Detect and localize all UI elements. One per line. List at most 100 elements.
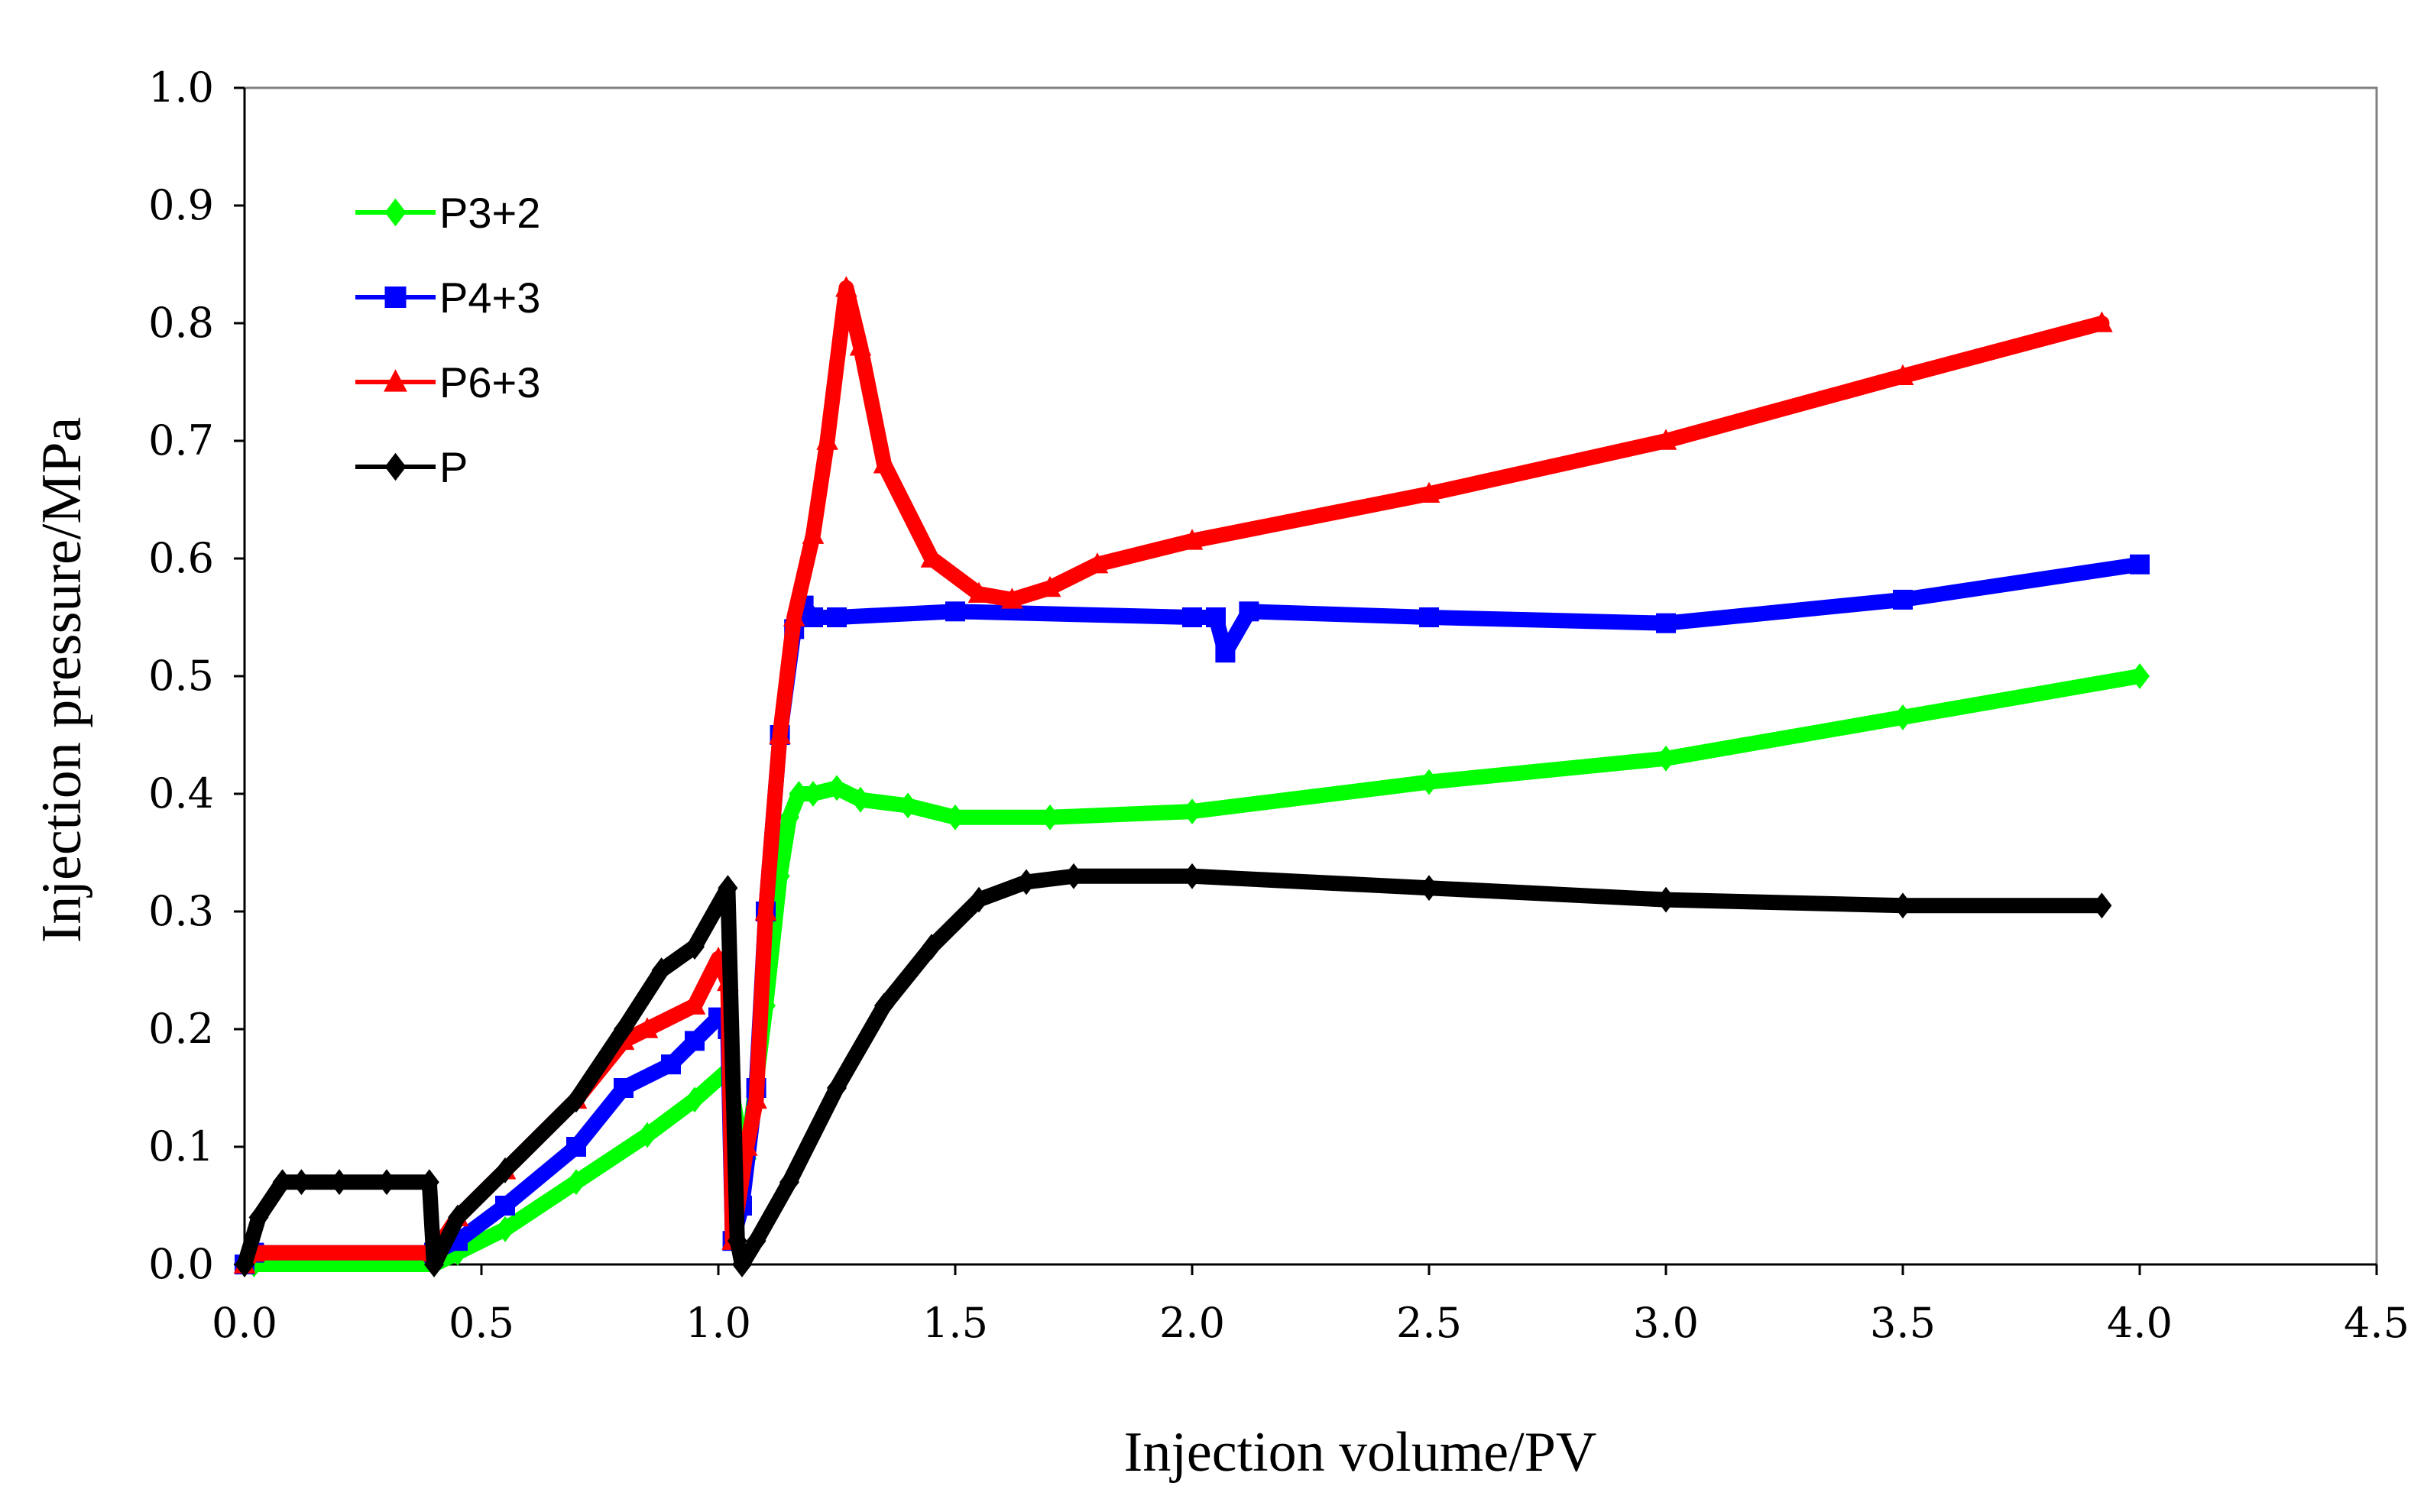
legend-swatch-marker [384, 369, 407, 392]
data-point-p4-3 [2130, 554, 2150, 575]
y-tick-label: 0.8 [148, 299, 214, 347]
data-point-p6-3 [1181, 529, 1204, 550]
data-point-p3-2 [898, 792, 918, 819]
data-point-p4-3 [685, 1031, 705, 1051]
data-point-p4-3 [1656, 613, 1676, 633]
data-point-p [651, 957, 672, 983]
data-point-p6-3 [636, 1017, 659, 1038]
data-point-p6-3 [920, 546, 943, 568]
data-point-p3-2 [945, 804, 965, 830]
data-point-p4-3 [1182, 607, 1202, 627]
x-tick-label: 0.0 [212, 1299, 277, 1347]
data-point-p4-3 [1893, 589, 1913, 610]
axis-ticks: 0.0 0.1 0.2 0.3 0.4 0.5 0.6 0.7 0.8 0.9 1.0 0.0 0.5 1… [148, 63, 2409, 1347]
data-point-p4-3 [1215, 643, 1236, 663]
data-point-p3-2 [779, 804, 799, 830]
data-point-p [291, 1169, 312, 1196]
data-point-p4-3 [1419, 607, 1439, 627]
y-tick-label: 0.1 [148, 1122, 214, 1170]
x-tick-label: 3.0 [1633, 1299, 1699, 1347]
data-point-p4-3 [661, 1054, 681, 1075]
x-tick-label: 4.0 [2107, 1299, 2173, 1347]
y-tick-label: 1.0 [148, 63, 214, 112]
data-point-p6-3 [1001, 588, 1023, 609]
data-point-p4-3 [945, 601, 965, 622]
data-point-p6-3 [2091, 311, 2113, 332]
x-tick-label: 1.5 [922, 1299, 988, 1347]
x-tick-label: 4.5 [2344, 1299, 2409, 1347]
data-point-p [448, 1204, 468, 1231]
legend-item-p6-3: P6+3 [355, 358, 540, 406]
data-point-p6-3 [1654, 429, 1677, 450]
data-point-p [248, 1204, 269, 1231]
data-point-p3-2 [789, 781, 809, 807]
legend-swatch-marker [384, 198, 407, 227]
data-point-p [419, 1169, 439, 1196]
y-tick-label: 0.6 [148, 534, 214, 582]
data-point-p6-3 [873, 452, 896, 474]
data-point-p [614, 1016, 634, 1042]
data-point-p [1182, 863, 1202, 889]
data-point-p [424, 1251, 444, 1277]
x-tick-label: 0.5 [449, 1299, 514, 1347]
x-tick-label: 3.5 [1870, 1299, 1936, 1347]
data-point-p [732, 1251, 752, 1277]
data-point-p4-3 [566, 1137, 586, 1157]
data-point-p6-3 [745, 1087, 767, 1109]
data-point-p3-2 [637, 1122, 657, 1148]
data-point-p6-3 [1086, 552, 1109, 574]
legend-label: P [439, 443, 468, 491]
y-tick-label: 0.5 [148, 652, 214, 700]
data-point-p6-3 [1891, 364, 1914, 385]
y-tick-label: 0.9 [148, 181, 214, 229]
data-point-p3-2 [1419, 769, 1439, 795]
data-point-p6-3 [835, 276, 857, 297]
data-point-p [969, 886, 989, 913]
data-point-p [566, 1086, 586, 1113]
data-point-p3-2 [566, 1169, 586, 1196]
data-point-p6-3 [683, 993, 706, 1015]
legend-label: P4+3 [439, 274, 540, 322]
legend-item-p: P [355, 443, 468, 491]
x-tick-label: 2.5 [1396, 1299, 1462, 1347]
data-point-p4-3 [1206, 607, 1226, 627]
data-point-p [2092, 892, 2112, 919]
data-point-p3-2 [495, 1216, 515, 1242]
data-point-p [727, 1228, 747, 1255]
data-point-p4-3 [495, 1196, 515, 1216]
y-tick-label: 0.7 [148, 416, 214, 465]
data-point-p6-3 [1039, 575, 1061, 597]
data-point-p4-3 [614, 1078, 634, 1098]
x-axis-title: Injection volume/PV [1124, 1421, 1597, 1484]
data-point-p3-2 [685, 1086, 705, 1113]
y-tick-label: 0.4 [148, 769, 214, 818]
data-point-p [685, 934, 705, 960]
data-point-p [922, 934, 941, 960]
legend-label: P3+2 [439, 189, 540, 237]
data-point-p [779, 1169, 799, 1196]
data-point-p3-2 [1656, 745, 1676, 772]
data-point-p6-3 [802, 523, 825, 544]
data-point-p6-3 [783, 605, 805, 626]
data-point-p [718, 875, 738, 902]
series-line-p3-2 [237, 669, 2147, 1272]
data-point-p [1656, 886, 1676, 913]
data-point-p4-3 [827, 607, 847, 627]
y-tick-label: 0.3 [148, 887, 214, 935]
x-tick-label: 1.0 [685, 1299, 751, 1347]
data-point-p6-3 [769, 723, 791, 744]
legend-label: P6+3 [439, 358, 540, 406]
data-point-p3-2 [1040, 804, 1060, 830]
data-point-p6-3 [754, 899, 777, 921]
legend-swatch-marker [384, 287, 407, 308]
y-tick-label: 0.0 [148, 1240, 214, 1288]
legend-swatch-marker [384, 452, 407, 481]
data-point-p3-2 [448, 1239, 468, 1266]
data-point-p [1016, 869, 1036, 895]
data-point-p3-2 [851, 786, 870, 813]
data-point-p3-2 [803, 781, 823, 807]
data-point-p [874, 992, 894, 1019]
data-point-p [377, 1169, 397, 1196]
data-point-p6-3 [816, 429, 838, 450]
